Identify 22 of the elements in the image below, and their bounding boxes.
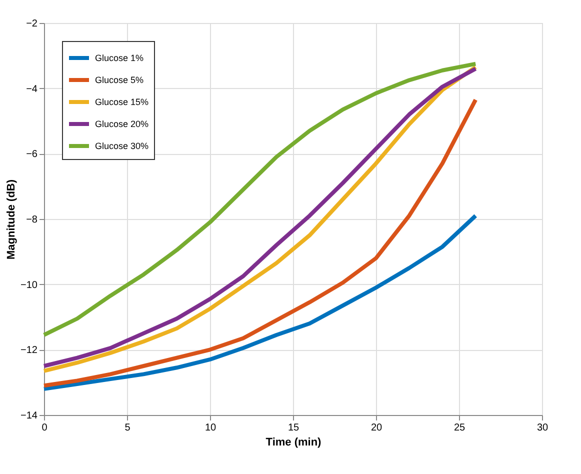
legend-label: Glucose 15% xyxy=(95,97,149,107)
x-tick-label: 10 xyxy=(204,422,216,434)
legend-label: Glucose 30% xyxy=(95,141,149,151)
legend-label: Glucose 5% xyxy=(95,75,144,85)
x-tick-label: 25 xyxy=(454,422,466,434)
legend-label: Glucose 1% xyxy=(95,53,144,63)
y-tick-label: −10 xyxy=(20,280,38,291)
line-series xyxy=(42,214,478,391)
x-tick-label: 30 xyxy=(536,422,548,434)
y-tick-label: −6 xyxy=(26,149,38,160)
y-tick-label: −4 xyxy=(26,84,38,95)
x-tick-label: 15 xyxy=(288,422,300,434)
y-axis-title: Magnitude (dB) xyxy=(6,179,18,260)
y-tick-label: −12 xyxy=(20,345,38,356)
x-tick-label: 5 xyxy=(124,422,131,434)
y-tick-label: −8 xyxy=(26,214,38,226)
x-tick-label: 0 xyxy=(42,422,48,434)
x-axis-title: Time (min) xyxy=(266,436,322,448)
y-tick-label: −2 xyxy=(26,18,38,30)
x-tick-label: 20 xyxy=(370,422,382,434)
legend-label: Glucose 20% xyxy=(95,119,149,129)
y-tick-label: −14 xyxy=(20,410,38,422)
